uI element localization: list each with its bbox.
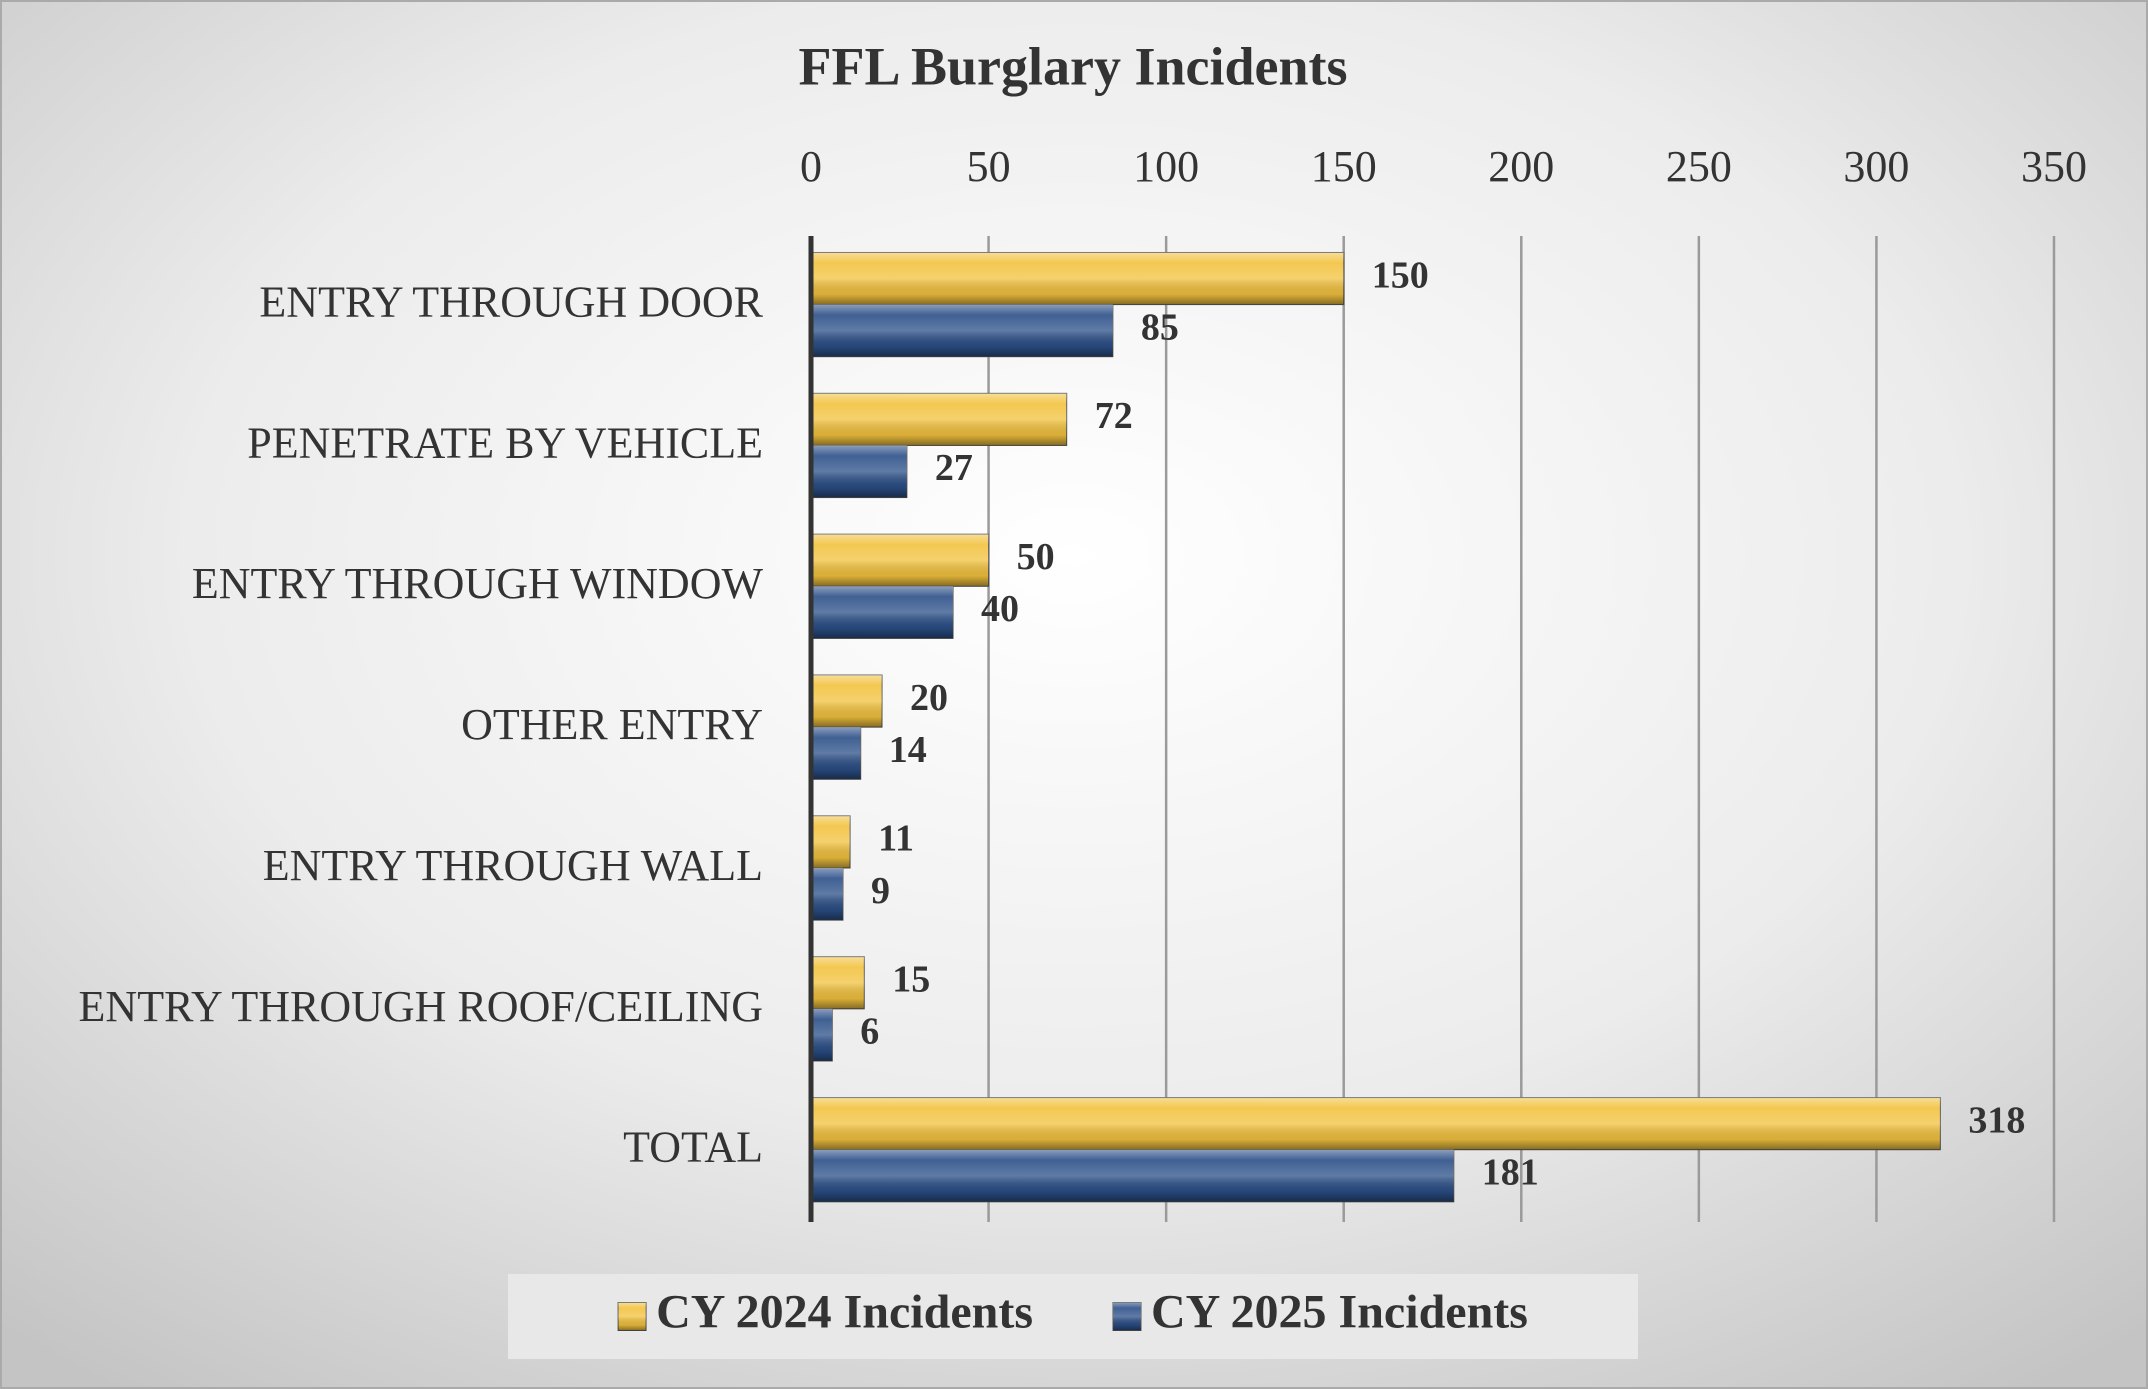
x-tick-label: 100	[1133, 142, 1199, 191]
bar-shade	[811, 675, 883, 728]
x-tick-label: 0	[800, 142, 822, 191]
data-label: 72	[1095, 395, 1133, 437]
y-tick-label: ENTRY THROUGH ROOF/CEILING	[79, 982, 763, 1031]
legend-box	[508, 1274, 1638, 1359]
y-tick-label: ENTRY THROUGH WALL	[263, 841, 763, 890]
chart-title: FFL Burglary Incidents	[798, 36, 1347, 96]
y-tick-label: ENTRY THROUGH DOOR	[259, 278, 763, 327]
data-label: 150	[1372, 254, 1429, 296]
bar-shade	[811, 252, 1344, 305]
data-label: 318	[1968, 1099, 2025, 1141]
data-label: 40	[981, 588, 1019, 630]
bar-shade	[811, 1149, 1454, 1202]
bar-shade	[811, 956, 865, 1009]
y-tick-label: PENETRATE BY VEHICLE	[247, 418, 763, 467]
data-label: 14	[889, 729, 927, 771]
data-label: 50	[1017, 536, 1055, 578]
data-label: 85	[1141, 306, 1179, 348]
legend-label: CY 2024 Incidents	[656, 1286, 1033, 1339]
bar-shade	[811, 304, 1113, 357]
bar-shade	[811, 1097, 1941, 1150]
legend-swatch-shade	[1113, 1302, 1141, 1331]
bar-shade	[811, 815, 851, 869]
y-tick-label: ENTRY THROUGH WINDOW	[192, 559, 764, 608]
x-tick-label: 350	[2021, 142, 2087, 191]
x-tick-label: 250	[1666, 142, 1732, 191]
x-tick-label: 300	[1843, 142, 1909, 191]
data-label: 11	[878, 818, 914, 860]
data-label: 15	[892, 959, 930, 1001]
x-tick-label: 150	[1311, 142, 1377, 191]
data-label: 9	[871, 870, 890, 912]
x-tick-label: 50	[967, 142, 1011, 191]
bar-shade	[811, 534, 989, 587]
x-tick-label: 200	[1488, 142, 1554, 191]
legend-label: CY 2025 Incidents	[1151, 1286, 1528, 1339]
bar-shade	[811, 445, 907, 498]
bar-shade	[811, 1008, 833, 1062]
data-label: 6	[860, 1011, 879, 1053]
y-tick-label: TOTAL	[623, 1123, 763, 1172]
bar-shade	[811, 586, 954, 639]
data-label: 20	[910, 677, 948, 719]
bar-shade	[811, 868, 843, 921]
data-label: 181	[1482, 1152, 1539, 1194]
legend-swatch-shade	[618, 1302, 647, 1331]
bar-shade	[811, 393, 1067, 446]
bar-shade	[811, 727, 861, 780]
data-label: 27	[935, 447, 973, 489]
y-tick-label: OTHER ENTRY	[461, 700, 763, 749]
